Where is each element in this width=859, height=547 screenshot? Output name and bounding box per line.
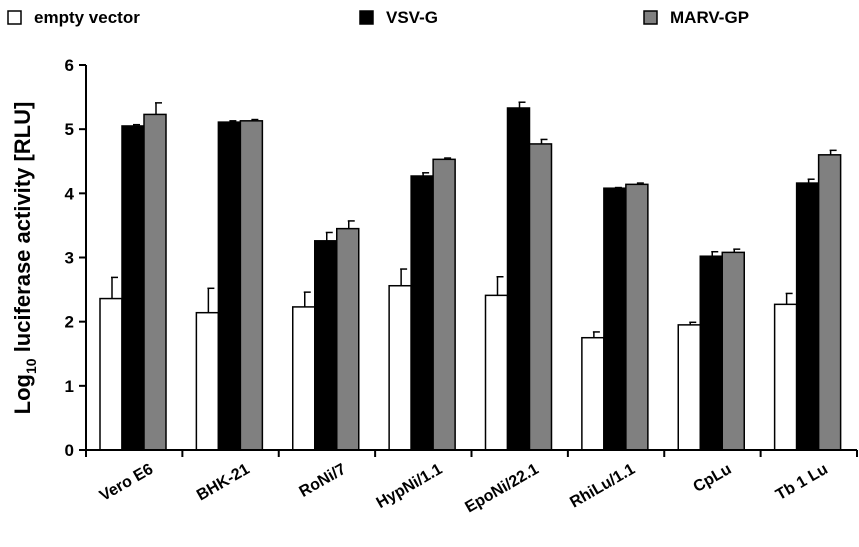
y-tick-label: 1 [65, 377, 74, 396]
legend-label-marv-gp: MARV-GP [670, 8, 749, 27]
x-tick-label-eponi-22-1: EpoNi/22.1 [462, 461, 541, 517]
legend-label-vsv-g: VSV-G [386, 8, 438, 27]
y-axis-label-prefix: Log [10, 374, 35, 414]
y-tick-label: 3 [65, 249, 74, 268]
x-tick-label-bhk-21: BHK-21 [194, 461, 253, 505]
x-tick-label-cplu: CpLu [691, 461, 735, 496]
legend: empty vector VSV-G MARV-GP [7, 8, 749, 27]
bar-empty-vector-roni-7 [292, 306, 316, 451]
bar-empty-vector-hypni-1-1 [388, 284, 412, 451]
bar-marv-gp-hypni-1-1 [432, 158, 456, 451]
bar-empty-vector-cplu [677, 324, 701, 451]
bar-vsv-g-eponi-22-1 [506, 107, 531, 451]
y-axis-label-suffix: luciferase activity [RLU] [10, 102, 35, 359]
bar-empty-vector-rhilu-1-1 [581, 336, 605, 451]
legend-label-empty-vector: empty vector [34, 8, 140, 27]
y-tick-label: 4 [65, 184, 75, 203]
legend-swatch-marv-gp [643, 10, 658, 25]
bar-vsv-g-bhk-21 [217, 121, 242, 451]
y-axis-label-subscript: 10 [23, 358, 39, 374]
x-tick-label-vero-e6: Vero E6 [97, 461, 156, 505]
bar-empty-vector-eponi-22-1 [484, 294, 509, 451]
bar-vsv-g-vero-e6 [121, 125, 145, 451]
bar-vsv-g-tb-1-lu [795, 182, 820, 451]
bar-marv-gp-tb-1-lu [817, 154, 842, 451]
x-tick-label-roni-7: RoNi/7 [297, 461, 349, 501]
bar-marv-gp-eponi-22-1 [528, 143, 553, 451]
y-axis: 0 1 2 3 4 5 6 [65, 56, 87, 460]
legend-swatch-vsv-g [359, 10, 374, 25]
bar-vsv-g-hypni-1-1 [410, 175, 434, 451]
bar-empty-vector-vero-e6 [99, 297, 123, 451]
y-tick-label: 6 [65, 56, 74, 75]
bars [99, 101, 842, 451]
bar-empty-vector-bhk-21 [195, 311, 220, 451]
y-axis-label: Log10 luciferase activity [RLU] [10, 102, 39, 415]
bar-marv-gp-rhilu-1-1 [625, 183, 649, 451]
bar-marv-gp-bhk-21 [239, 120, 264, 451]
y-tick-label: 5 [65, 120, 74, 139]
bar-vsv-g-rhilu-1-1 [603, 187, 627, 451]
legend-swatch-empty-vector [7, 10, 22, 25]
y-tick-label: 2 [65, 313, 74, 332]
bar-marv-gp-cplu [721, 251, 745, 451]
bar-vsv-g-roni-7 [314, 240, 338, 451]
x-axis: Vero E6 BHK-21 RoNi/7 HypNi/1.1 EpoNi/22.1 Rh… [79, 449, 858, 517]
bar-vsv-g-cplu [699, 255, 723, 451]
x-tick-label-hypni-1-1: HypNi/1.1 [374, 461, 446, 512]
x-tick-label-tb-1-lu: Tb 1 Lu [773, 461, 831, 504]
x-tick-label-rhilu-1-1: RhiLu/1.1 [567, 461, 638, 512]
y-tick-label: 0 [65, 441, 74, 460]
bar-marv-gp-roni-7 [336, 227, 360, 451]
bar-empty-vector-tb-1-lu [773, 303, 798, 451]
bar-marv-gp-vero-e6 [143, 113, 167, 451]
